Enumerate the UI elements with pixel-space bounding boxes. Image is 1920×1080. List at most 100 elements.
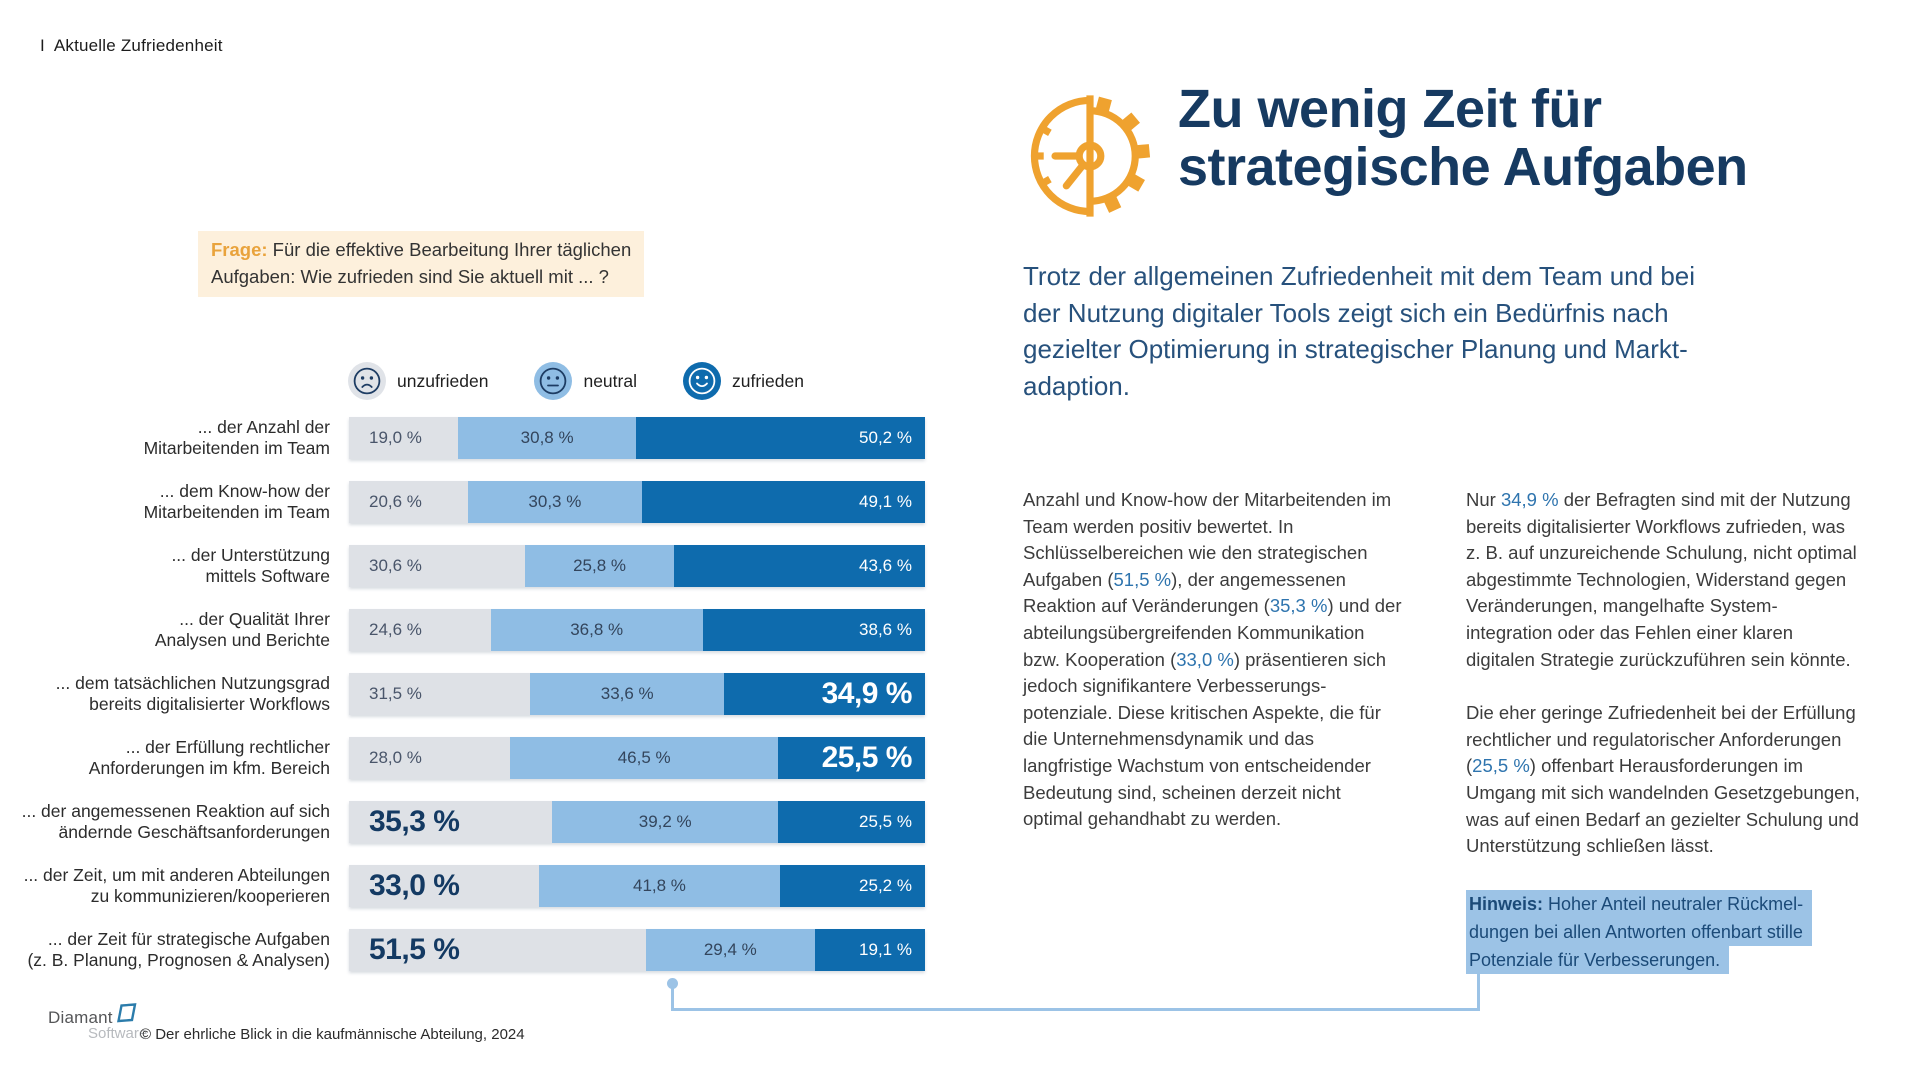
- bar-value: 25,2 %: [859, 876, 912, 895]
- bar-segment-zufrieden: 25,5 %: [778, 737, 925, 779]
- bar-value: 29,4 %: [703, 940, 757, 959]
- page-eyebrow: I Aktuelle Zufriedenheit: [40, 36, 223, 55]
- text-line: jedoch signifikantere Verbesserungs-: [1023, 675, 1327, 697]
- legend-label: zufrieden: [731, 370, 804, 391]
- bar-value: 33,6 %: [600, 684, 654, 703]
- text-line: dungen bei allen Antworten offenbart sti…: [1466, 918, 1812, 946]
- chart-row-bars: 35,3 % 39,2 % 25,5 %: [349, 801, 925, 843]
- bar-value: 49,1 %: [859, 492, 912, 511]
- bar-segment-unzufrieden: 19,0 %: [349, 417, 459, 459]
- bar-segment-neutral: 30,3 %: [467, 481, 643, 523]
- bar-segment-unzufrieden: 24,6 %: [349, 609, 491, 651]
- bar-segment-unzufrieden: 33,0 %: [349, 865, 540, 907]
- chart-row-bars: 20,6 % 30,3 % 49,1 %: [349, 481, 925, 523]
- text-line: der Nutzung digitaler Tools zeigt sich e…: [1023, 297, 1669, 328]
- chart-row-bars: 28,0 % 46,5 % 25,5 %: [349, 737, 925, 779]
- chart-legend: unzufrieden neutral: [348, 362, 804, 400]
- body-paragraph-1: Nur 34,9 % der Befragten sind mit der Nu…: [1466, 487, 1906, 673]
- bar-value: 51,5 %: [369, 933, 460, 966]
- page-title-line2: strategische Aufgaben: [1178, 137, 1748, 197]
- chart-row: ... dem tatsächlichen Nutzungsgrad bereit…: [0, 673, 925, 715]
- logo-text-diamant: Diamant: [48, 1008, 113, 1027]
- clock-gear-icon: [1018, 84, 1162, 233]
- bar-segment-unzufrieden: 51,5 %: [349, 929, 646, 971]
- chart-row: ... der Erfüllung rechtlicher Anforderung…: [0, 737, 925, 779]
- logo-diamond-icon: [115, 1002, 138, 1029]
- bar-segment-neutral: 29,4 %: [645, 929, 815, 971]
- bar-segment-neutral: 46,5 %: [510, 737, 779, 779]
- bar-segment-zufrieden: 34,9 %: [723, 673, 925, 715]
- chart-row-label: ... der Qualität Ihrer Analysen und Beric…: [154, 609, 330, 650]
- legend-label: unzufrieden: [397, 370, 489, 391]
- sad-face-icon: [348, 362, 386, 400]
- text-line: Anzahl und Know-how der Mitarbeitenden i…: [1023, 489, 1392, 510]
- chart-row-label: ... dem tatsächlichen Nutzungsgrad bereit…: [55, 673, 330, 714]
- chart-row-label: ... der angemessenen Reaktion auf sich än…: [21, 801, 330, 842]
- text-line: rechtlicher und regulatorischer Anforder…: [1466, 728, 1842, 750]
- legend-label: neutral: [583, 370, 637, 391]
- bar-value: 30,6 %: [369, 556, 422, 575]
- chart-row-label: ... der Erfüllung rechtlicher Anforderung…: [88, 737, 330, 778]
- bar-value: 20,6 %: [369, 492, 422, 511]
- text-line: Umgang mit sich wandelnden Gesetzgebunge…: [1466, 781, 1860, 803]
- bar-value: 33,0 %: [369, 869, 460, 902]
- bar-segment-unzufrieden: 20,6 %: [349, 481, 468, 523]
- bar-value: 34,9 %: [821, 677, 913, 710]
- bar-value: 19,0 %: [369, 428, 422, 447]
- hinweis-note: Hinweis: Hoher Anteil neutraler Rückmel-…: [1466, 890, 1813, 974]
- bar-segment-zufrieden: 43,6 %: [673, 545, 925, 587]
- text-line: Frage: Für die effektive Bearbeitung Ihr…: [211, 239, 632, 260]
- bar-value: 36,8 %: [570, 620, 624, 639]
- chart-row: ... der Zeit für strategische Aufgaben (z…: [0, 929, 925, 971]
- legend-item-neutral: neutral: [534, 362, 637, 400]
- text-line: langfristige Wachstum von entscheidender: [1023, 754, 1371, 776]
- intro-paragraph: Trotz der allgemeinen Zufriedenheit mit …: [1023, 258, 1695, 404]
- text-line: Reaktion auf Veränderungen (35,3 %) und …: [1023, 595, 1402, 617]
- chart-row: ... der Unterstützung mittels Software 30,…: [0, 545, 925, 587]
- bar-segment-unzufrieden: 35,3 %: [349, 801, 553, 843]
- bar-segment-zufrieden: 49,1 %: [642, 481, 925, 523]
- bar-value: 35,3 %: [369, 805, 460, 838]
- body-column-left: Anzahl und Know-how der Mitarbeitenden i…: [1023, 487, 1453, 833]
- chart-row: ... der Zeit, um mit anderen Abteilungen…: [0, 865, 925, 907]
- connector-line-vertical-right: [1477, 974, 1480, 1010]
- copyright-text: © Der ehrliche Blick in die kaufmännisch…: [140, 1026, 525, 1043]
- chart-row: ... der angemessenen Reaktion auf sich än…: [0, 801, 925, 843]
- chart-row-bars: 51,5 % 29,4 % 19,1 %: [349, 929, 925, 971]
- text-line: integration oder das Fehlen einer klaren: [1466, 621, 1794, 643]
- page-title-line1: Zu wenig Zeit für: [1178, 79, 1602, 139]
- bar-segment-neutral: 36,8 %: [490, 609, 703, 651]
- bar-segment-neutral: 25,8 %: [525, 545, 674, 587]
- chart-row-bars: 31,5 % 33,6 % 34,9 %: [349, 673, 925, 715]
- text-line: abteilungsübergreifenden Kommunikation: [1023, 621, 1365, 643]
- chart-row: ... der Qualität Ihrer Analysen und Beric…: [0, 609, 925, 651]
- text-line: Aufgaben (51,5 %), der angemessenen: [1023, 568, 1346, 590]
- bar-segment-neutral: 33,6 %: [530, 673, 724, 715]
- bar-segment-zufrieden: 25,5 %: [778, 801, 925, 843]
- bar-segment-unzufrieden: 31,5 %: [349, 673, 531, 715]
- text-line: bereits digitalisierter Workflows zufrie…: [1466, 515, 1846, 537]
- text-line: bzw. Kooperation (33,0 %) präsentieren s…: [1023, 648, 1387, 670]
- bar-value: 41,8 %: [632, 876, 686, 895]
- chart-row: ... der Anzahl der Mitarbeitenden im Team…: [0, 417, 925, 459]
- text-line: Trotz der allgemeinen Zufriedenheit mit …: [1023, 261, 1696, 291]
- connector-line-horizontal: [671, 1008, 1480, 1011]
- body-paragraph-2: Die eher geringe Zufriedenheit bei der E…: [1466, 700, 1906, 860]
- bar-segment-zufrieden: 50,2 %: [635, 417, 925, 459]
- text-line: abgestimmte Technologien, Widerstand geg…: [1466, 568, 1847, 590]
- chart-row: ... dem Know-how der Mitarbeitenden im Te…: [0, 481, 925, 523]
- bar-value: 31,5 %: [369, 684, 422, 703]
- bar-segment-unzufrieden: 30,6 %: [349, 545, 526, 587]
- happy-face-icon: [682, 362, 721, 400]
- legend-item-unzufrieden: unzufrieden: [348, 362, 488, 400]
- chart-row-label: ... der Unterstützung mittels Software: [171, 545, 330, 586]
- logo-text-software: Software: [88, 1025, 148, 1042]
- text-line: Aufgaben: Wie zufrieden sind Sie aktuell…: [211, 266, 609, 287]
- bar-segment-zufrieden: 19,1 %: [814, 929, 925, 971]
- chart-row-bars: 24,6 % 36,8 % 38,6 %: [349, 609, 925, 651]
- chart-row-label: ... der Anzahl der Mitarbeitenden im Team: [143, 417, 330, 458]
- bar-value: 46,5 %: [617, 748, 671, 767]
- neutral-face-icon: [534, 362, 573, 400]
- text-line: gezielter Optimierung in strategischer P…: [1023, 334, 1688, 364]
